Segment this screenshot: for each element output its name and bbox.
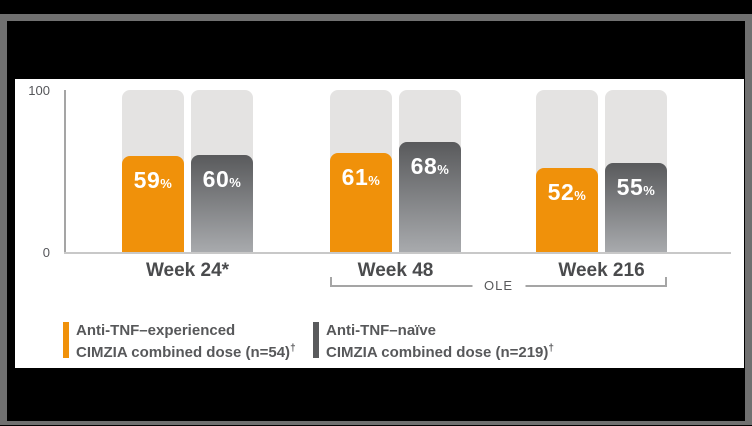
bar-value-label: 60% — [202, 166, 242, 192]
legend-line2: CIMZIA combined dose (n=54) — [76, 343, 291, 361]
legend-line1: Anti-TNF–naïve — [326, 322, 437, 339]
bar-naive-week-24: 60% — [191, 155, 253, 252]
bar-value-label: 52% — [547, 179, 587, 205]
legend-line2: CIMZIA combined dose (n=219) — [326, 343, 549, 361]
chart-panel: 100 0 59% 60% 61% 68% 52% 55% Week 24* Week 48… — [15, 79, 744, 368]
x-axis-line — [64, 252, 731, 254]
legend-dagger: † — [548, 342, 554, 354]
legend-item-naive: Anti-TNF–naïve CIMZIA combined dose (n=2… — [313, 322, 554, 361]
bar-naive-week-48: 68% — [399, 142, 461, 252]
bar-experienced-week-48: 61% — [330, 153, 392, 252]
ole-label: OLE — [471, 277, 526, 295]
legend-marker-gray — [313, 322, 319, 358]
x-axis-label-week-216: Week 216 — [558, 260, 645, 281]
legend-item-experienced: Anti-TNF–experienced CIMZIA combined dos… — [63, 322, 296, 361]
y-axis-max-label: 100 — [28, 83, 50, 98]
legend-text-experienced: Anti-TNF–experienced CIMZIA combined dos… — [76, 322, 296, 361]
y-axis-min-label: 0 — [42, 245, 50, 260]
legend-dagger: † — [290, 342, 296, 354]
legend-text-naive: Anti-TNF–naïve CIMZIA combined dose (n=2… — [326, 322, 554, 361]
bar-value-label: 61% — [341, 164, 381, 190]
header-area — [7, 21, 745, 79]
x-axis-label-week-24: Week 24* — [145, 260, 230, 281]
bar-value-label: 55% — [616, 174, 656, 200]
bar-value-label: 59% — [133, 167, 173, 193]
ole-bracket: OLE — [330, 277, 667, 295]
x-axis-label-week-48: Week 48 — [357, 260, 434, 281]
legend-marker-orange — [63, 322, 69, 358]
bar-experienced-week-216: 52% — [536, 168, 598, 252]
legend-line1: Anti-TNF–experienced — [76, 322, 236, 339]
bar-value-label: 68% — [410, 153, 450, 179]
y-axis-line — [64, 90, 66, 252]
bar-naive-week-216: 55% — [605, 163, 667, 252]
bar-experienced-week-24: 59% — [122, 156, 184, 252]
